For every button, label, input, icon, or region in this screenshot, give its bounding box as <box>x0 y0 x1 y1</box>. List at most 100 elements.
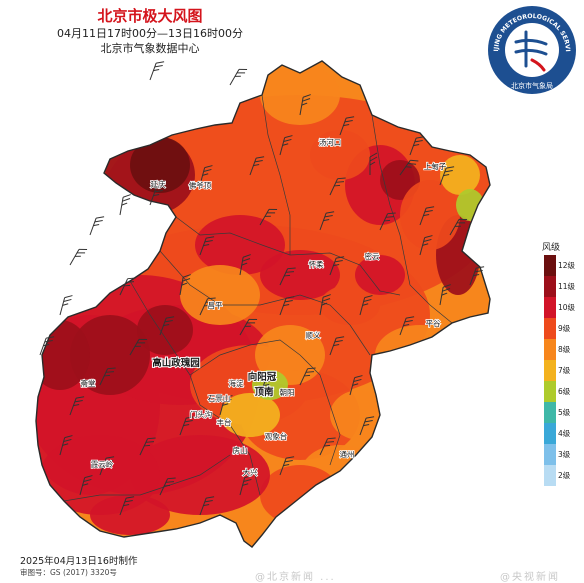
legend-swatch <box>544 381 556 402</box>
place-label: 石景山 <box>208 393 231 403</box>
wind-barb-icon <box>319 294 331 316</box>
wind-barb-icon <box>279 296 295 316</box>
wind-zone <box>260 465 340 525</box>
legend-item: 12级 <box>540 255 580 276</box>
legend-item: 2级 <box>540 465 580 486</box>
place-label: 汤河口 <box>319 138 342 147</box>
wind-zone <box>260 250 340 300</box>
watermark-2: @央视新闻 <box>500 572 560 583</box>
wind-barb-icon <box>179 274 191 296</box>
logo-cn-text: 北京市气象局 <box>511 81 553 90</box>
wind-barb-icon <box>259 376 275 396</box>
wind-barb-icon <box>119 496 135 516</box>
wind-barb-icon <box>379 212 396 231</box>
wind-barb-icon <box>139 437 156 456</box>
map-title: 北京市极大风图 <box>97 7 203 25</box>
place-label: 海淀 <box>229 378 244 388</box>
legend-item: 3级 <box>540 444 580 465</box>
wind-zone <box>180 265 260 325</box>
legend-item: 9级 <box>540 318 580 339</box>
legend-label: 7级 <box>558 366 571 375</box>
wind-barb-icon <box>239 475 253 496</box>
wind-barb-icon <box>439 284 451 306</box>
legend-label: 9级 <box>558 324 571 333</box>
wind-barb-icon <box>329 256 345 276</box>
wind-zone <box>320 285 380 325</box>
wind-barb-icon <box>319 437 336 456</box>
district-line <box>129 280 191 376</box>
legend-label: 12级 <box>558 261 576 270</box>
wind-barb-icon <box>399 316 415 336</box>
wind-intensity-field <box>36 61 490 547</box>
legend-swatch <box>544 339 556 360</box>
wind-barb-icon <box>99 367 116 386</box>
district-line <box>261 94 291 255</box>
wind-barbs <box>39 61 485 516</box>
legend-item: 7级 <box>540 360 580 381</box>
wind-zone <box>310 130 370 180</box>
legend-title: 风级 <box>542 243 561 253</box>
legend-swatch <box>544 276 556 297</box>
wind-zone <box>220 393 280 437</box>
place-label: 上甸子 <box>424 161 447 171</box>
wind-barb-icon <box>229 68 248 86</box>
wind-barb-icon <box>199 297 216 316</box>
wind-barb-icon <box>279 135 293 156</box>
wind-barb-icon <box>249 156 265 176</box>
wind-barb-icon <box>99 456 115 476</box>
wind-barb-icon <box>129 338 148 356</box>
place-label: 昌平 <box>208 301 223 310</box>
wind-barb-icon <box>359 295 373 316</box>
district-line <box>189 374 261 496</box>
place-label: 佛爷顶 <box>189 180 212 190</box>
wind-zone <box>400 180 460 250</box>
wind-barb-icon <box>359 416 375 436</box>
wind-barb-icon <box>239 318 258 336</box>
wind-barb-icon <box>419 235 433 256</box>
legend-label: 5级 <box>558 408 571 417</box>
wind-barb-icon <box>469 266 485 286</box>
review-number: 审图号：GS (2017) 3320号 <box>20 568 117 577</box>
district-boundaries <box>63 94 453 502</box>
wind-barb-icon <box>59 435 73 456</box>
place-label: 顺义 <box>306 331 321 340</box>
legend-label: 2级 <box>558 471 571 480</box>
wind-barb-icon <box>329 336 345 356</box>
district-line <box>409 284 453 324</box>
wind-zone <box>355 255 405 295</box>
legend-item: 4级 <box>540 423 580 444</box>
wind-zone <box>90 495 170 535</box>
beijing-meteorological-service-logo: BEIJING METEOROLOGICAL SERVICE 北京市气象局 <box>486 4 576 94</box>
time-period: 04月11日17时00分—13日16时00分 <box>57 27 243 40</box>
place-label: 延庆 <box>151 179 166 189</box>
watermark: @北京新闻 ... <box>255 572 336 583</box>
legend-swatch <box>544 255 556 276</box>
wind-barb-icon <box>449 218 468 236</box>
legend-item: 6级 <box>540 381 580 402</box>
wind-barb-icon <box>179 416 195 436</box>
wind-barb-icon <box>119 194 131 216</box>
wind-barb-icon <box>369 152 378 175</box>
wind-barb-icon <box>149 61 165 81</box>
wind-barb-icon <box>159 477 176 496</box>
wind-scale-legend: 风级 12级 11级 10级 9级 8级 7级 6级 5级 4级 3级 2级 <box>540 240 580 486</box>
legend-label: 11级 <box>558 282 576 291</box>
place-label: 密云 <box>365 251 380 261</box>
wind-barb-icon <box>409 136 425 156</box>
legend-swatch <box>544 360 556 381</box>
district-line <box>349 324 371 356</box>
meteorology-emblem-icon <box>514 30 548 72</box>
production-time: 2025年04月13日16时制作 <box>20 556 138 567</box>
wind-zone <box>260 65 340 125</box>
wind-barb-icon <box>119 277 136 296</box>
wind-barb-icon <box>149 186 165 206</box>
wind-barb-icon <box>159 316 175 336</box>
wind-barb-icon <box>199 496 215 516</box>
wind-barb-icon <box>199 236 215 256</box>
legend-swatch <box>544 318 556 339</box>
wind-barb-icon <box>79 475 93 496</box>
place-label: 房山 <box>233 445 248 455</box>
wind-zone <box>440 155 480 195</box>
wind-barb-icon <box>259 208 278 226</box>
